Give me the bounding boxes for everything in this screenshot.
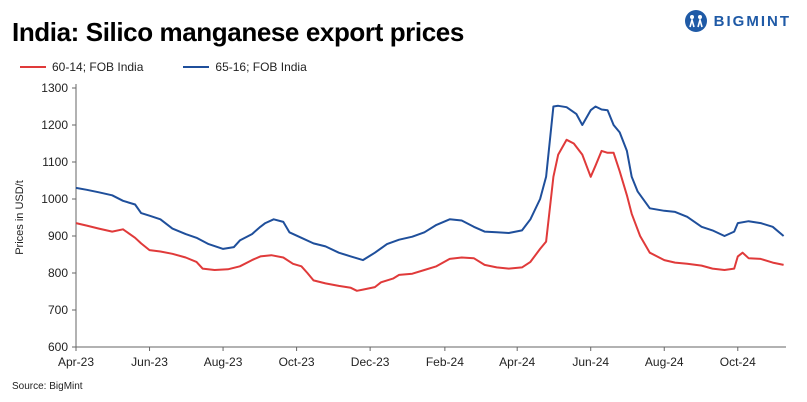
- source-note: Source: BigMint: [12, 381, 83, 392]
- series-line-1: [75, 138, 784, 292]
- y-tick-label: 700: [48, 303, 68, 317]
- series-line-2: [75, 104, 785, 262]
- x-tick-label: Feb-24: [426, 355, 464, 369]
- legend-label-series-2: 65-16; FOB India: [215, 60, 307, 74]
- legend-swatch-series-1: [20, 66, 46, 68]
- y-tick-label: 1000: [41, 192, 68, 206]
- y-tick-label: 800: [48, 266, 68, 280]
- legend-swatch-series-2: [183, 66, 210, 68]
- x-tick-label: Aug-23: [204, 355, 243, 369]
- x-tick-label: Jun-24: [572, 355, 609, 369]
- x-tick-label: Apr-23: [58, 355, 94, 369]
- brand-logo: BIGMINT: [684, 8, 791, 34]
- legend-item-series-2: 65-16; FOB India: [183, 60, 307, 74]
- y-tick-label: 900: [48, 229, 68, 243]
- x-tick-label: Dec-23: [351, 355, 390, 369]
- y-axis-label: Prices in USD/t: [14, 180, 26, 255]
- brand-name: BIGMINT: [713, 12, 791, 30]
- y-tick-label: 600: [48, 340, 68, 354]
- x-tick-label: Apr-24: [499, 355, 535, 369]
- y-tick-label: 1100: [42, 155, 68, 169]
- x-tick-label: Oct-23: [279, 355, 315, 369]
- x-tick-label: Oct-24: [720, 355, 756, 369]
- legend-item-series-1: 60-14; FOB India: [20, 60, 143, 74]
- x-tick-label: Aug-24: [645, 355, 684, 369]
- y-tick-label: 1300: [41, 81, 68, 95]
- x-tick-label: Jun-23: [131, 355, 168, 369]
- chart-title: India: Silico manganese export prices: [12, 17, 464, 47]
- y-tick-label: 1200: [41, 118, 68, 132]
- legend-label-series-1: 60-14; FOB India: [52, 60, 144, 74]
- bigmint-logo-icon: [684, 10, 707, 32]
- chart-legend: 60-14; FOB India 65-16; FOB India: [20, 60, 307, 74]
